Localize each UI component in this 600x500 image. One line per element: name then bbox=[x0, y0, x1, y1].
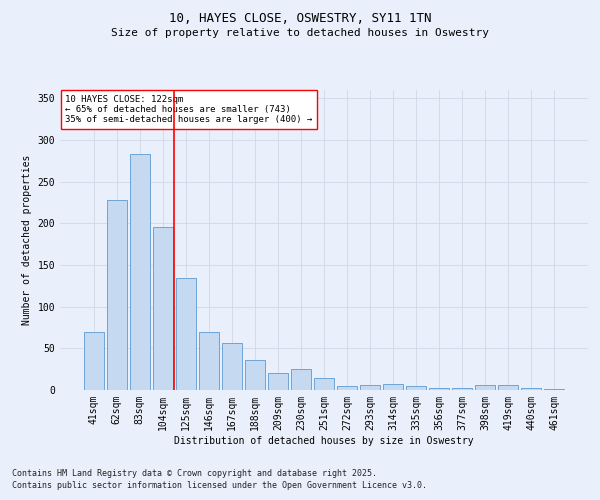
Text: Contains HM Land Registry data © Crown copyright and database right 2025.: Contains HM Land Registry data © Crown c… bbox=[12, 468, 377, 477]
Bar bbox=[544, 389, 564, 390]
Bar bbox=[176, 278, 196, 390]
Bar bbox=[84, 332, 104, 390]
Bar bbox=[406, 386, 426, 390]
Bar bbox=[107, 200, 127, 390]
Bar bbox=[383, 384, 403, 390]
Bar bbox=[430, 388, 449, 390]
Bar bbox=[337, 386, 357, 390]
Bar bbox=[199, 332, 218, 390]
Bar bbox=[452, 388, 472, 390]
Y-axis label: Number of detached properties: Number of detached properties bbox=[22, 155, 32, 325]
Text: 10 HAYES CLOSE: 122sqm
← 65% of detached houses are smaller (743)
35% of semi-de: 10 HAYES CLOSE: 122sqm ← 65% of detached… bbox=[65, 94, 313, 124]
Bar bbox=[291, 369, 311, 390]
Bar bbox=[475, 385, 495, 390]
Bar bbox=[222, 342, 242, 390]
Bar bbox=[153, 226, 173, 390]
Text: Size of property relative to detached houses in Oswestry: Size of property relative to detached ho… bbox=[111, 28, 489, 38]
Bar bbox=[268, 374, 288, 390]
Text: 10, HAYES CLOSE, OSWESTRY, SY11 1TN: 10, HAYES CLOSE, OSWESTRY, SY11 1TN bbox=[169, 12, 431, 26]
Bar bbox=[499, 385, 518, 390]
Text: Contains public sector information licensed under the Open Government Licence v3: Contains public sector information licen… bbox=[12, 481, 427, 490]
Bar bbox=[314, 378, 334, 390]
Bar bbox=[245, 360, 265, 390]
X-axis label: Distribution of detached houses by size in Oswestry: Distribution of detached houses by size … bbox=[174, 436, 474, 446]
Bar bbox=[360, 385, 380, 390]
Bar bbox=[521, 388, 541, 390]
Bar bbox=[130, 154, 149, 390]
